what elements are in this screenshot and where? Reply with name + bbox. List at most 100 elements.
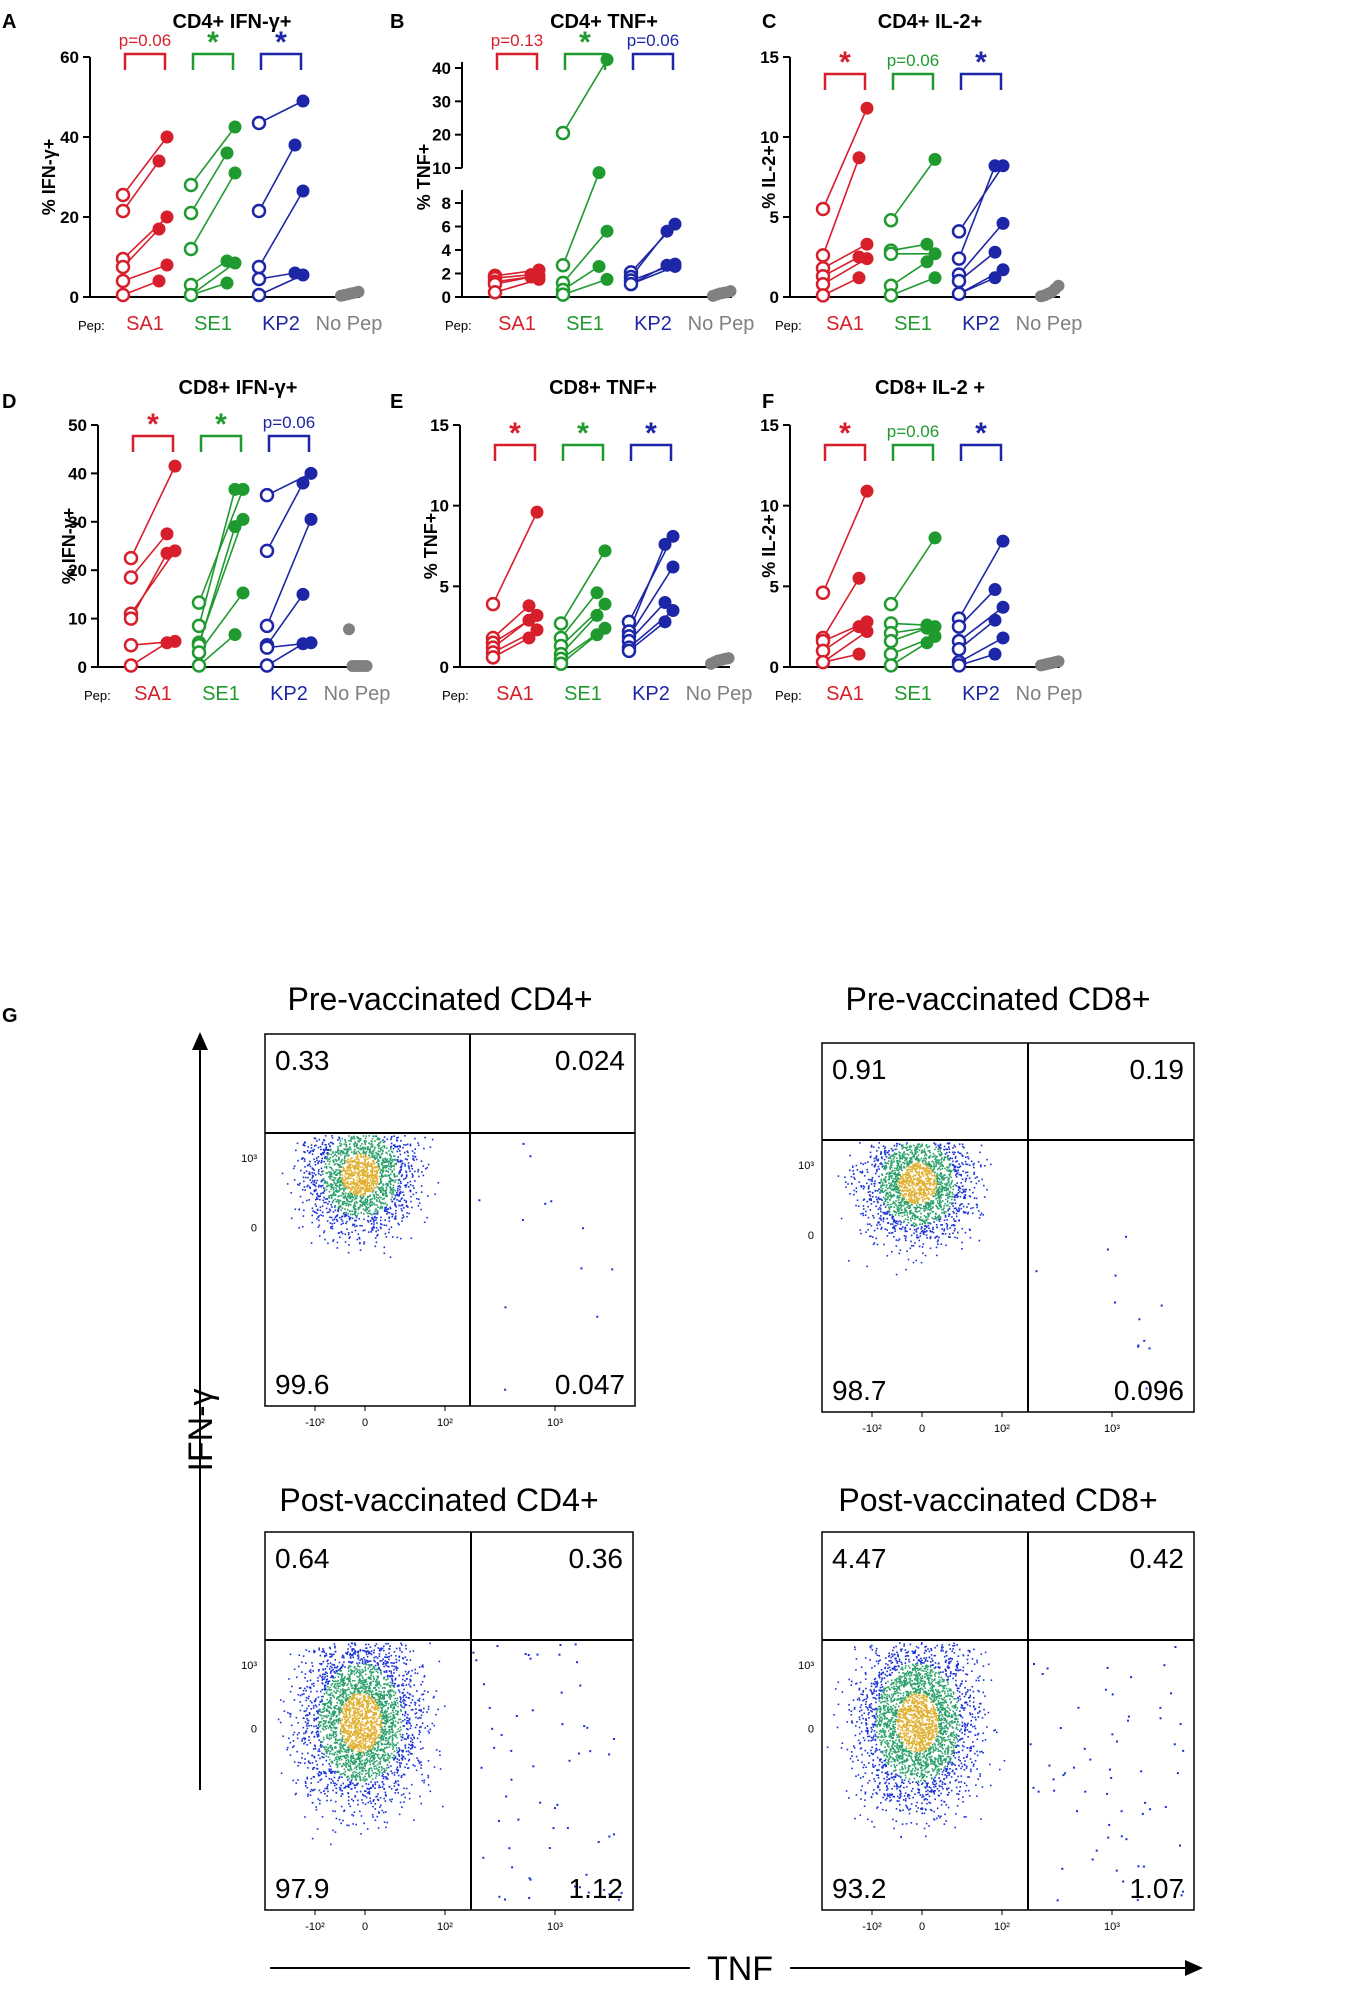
event-dot (898, 1238, 901, 1240)
event-dot (937, 1150, 940, 1153)
event-dot (346, 1228, 348, 1231)
event-dot (959, 1204, 961, 1207)
event-dot (355, 1225, 358, 1227)
event-dot (378, 1199, 381, 1201)
event-dot (928, 1173, 931, 1175)
event-dot (376, 1760, 378, 1762)
event-dot (892, 1172, 895, 1175)
event-dot (299, 1195, 302, 1198)
event-dot (313, 1172, 315, 1175)
event-dot (400, 1208, 403, 1210)
event-dot (359, 1170, 362, 1172)
event-dot (925, 1186, 927, 1188)
event-dot (332, 1169, 334, 1172)
event-dot (329, 1183, 332, 1186)
event-dot (947, 1204, 949, 1206)
event-dot (378, 1188, 381, 1190)
event-dot (351, 1199, 354, 1201)
event-dot (364, 1673, 367, 1676)
event-dot (377, 1158, 379, 1161)
event-dot (327, 1203, 329, 1205)
event-dot (950, 1176, 952, 1179)
post-point (860, 101, 874, 115)
event-dot (878, 1221, 880, 1224)
event-dot (892, 1226, 894, 1229)
event-dot (371, 1165, 373, 1168)
event-dot (341, 1176, 344, 1179)
event-dot (348, 1218, 351, 1221)
event-dot (905, 1186, 907, 1188)
pep-label: Pep: (445, 318, 472, 333)
event-dot (903, 1201, 906, 1203)
event-dot (1138, 1318, 1141, 1321)
event-dot (919, 1186, 922, 1189)
event-dot (340, 1758, 343, 1761)
event-dot (331, 1137, 334, 1139)
event-dot (389, 1187, 392, 1189)
event-dot (980, 1165, 982, 1168)
quadrant-value-ll: 98.7 (832, 1375, 887, 1406)
event-dot (311, 1153, 314, 1155)
event-dot (866, 1200, 869, 1203)
paired-line (958, 165, 996, 259)
event-dot (341, 1203, 344, 1206)
event-dot (347, 1651, 349, 1653)
event-dot (358, 1159, 360, 1161)
event-dot (351, 1195, 354, 1197)
event-dot (917, 1178, 919, 1181)
event-dot (357, 1192, 359, 1194)
event-dot (326, 1799, 328, 1802)
event-dot (370, 1174, 373, 1176)
event-dot (926, 1201, 928, 1204)
event-dot (339, 1236, 341, 1239)
event-dot (976, 1206, 978, 1209)
event-dot (359, 1224, 361, 1227)
event-dot (381, 1198, 384, 1201)
event-dot (903, 1161, 905, 1164)
paired-line (890, 158, 936, 221)
significance-p: p=0.13 (491, 31, 543, 50)
post-point (236, 586, 250, 600)
event-dot (932, 1188, 935, 1191)
event-dot (367, 1221, 370, 1223)
event-dot (290, 1217, 293, 1220)
event-dot (966, 1174, 969, 1177)
event-dot (355, 1189, 357, 1192)
event-dot (408, 1212, 411, 1215)
event-dot (916, 1236, 918, 1238)
event-dot (358, 1180, 360, 1183)
event-dot (922, 1163, 925, 1165)
y-tick-label: 6 (442, 218, 451, 237)
event-dot (375, 1199, 378, 1201)
event-dot (920, 1219, 923, 1222)
event-dot (885, 1176, 887, 1179)
event-dot (347, 1231, 350, 1234)
event-dot (903, 1235, 906, 1237)
event-dot (376, 1753, 379, 1756)
event-dot (393, 1754, 395, 1757)
event-dot (905, 1193, 907, 1195)
event-dot (332, 1240, 334, 1242)
event-dot (892, 1149, 894, 1152)
post-point (532, 272, 546, 286)
event-dot (899, 1220, 901, 1222)
event-dot (898, 1212, 900, 1215)
event-dot (872, 1146, 875, 1148)
event-dot (341, 1215, 344, 1218)
event-dot (896, 1169, 898, 1172)
pep-label: Pep: (775, 688, 802, 703)
event-dot (888, 1191, 891, 1194)
event-dot (417, 1205, 420, 1207)
event-dot (397, 1187, 399, 1190)
event-dot (306, 1727, 309, 1730)
event-dot (933, 1195, 936, 1198)
event-dot (377, 1144, 380, 1146)
event-dot (394, 1194, 397, 1197)
event-dot (955, 1208, 958, 1211)
event-dot (910, 1194, 913, 1196)
event-dot (364, 1188, 366, 1191)
event-dot (309, 1165, 312, 1168)
event-dot (352, 1823, 354, 1825)
event-dot (611, 1268, 614, 1271)
